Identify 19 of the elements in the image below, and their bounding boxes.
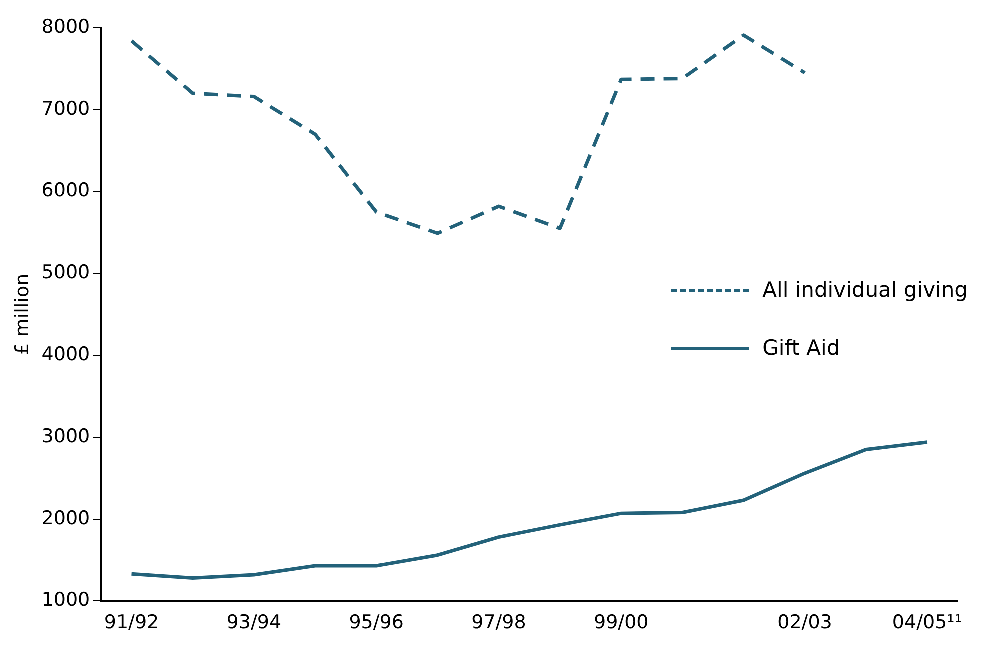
- y-tick-label: 7000: [42, 98, 90, 120]
- y-axis-title: £ million: [11, 274, 34, 356]
- y-tick-label: 5000: [42, 262, 90, 284]
- y-tick-label: 6000: [42, 180, 90, 202]
- x-tick-label: 97/98: [472, 612, 526, 634]
- y-tick-label: 2000: [42, 507, 90, 530]
- line-series: [130, 34, 807, 236]
- x-tick-label: 93/94: [226, 612, 282, 634]
- x-tick-label: 91/92: [104, 612, 160, 634]
- x-tick-label: 04/05¹¹: [892, 612, 962, 634]
- x-tick-label: 02/03: [778, 612, 832, 634]
- y-tick-label: 3000: [42, 425, 90, 448]
- y-tick-label: 4000: [42, 343, 90, 366]
- x-tick-label: 95/96: [349, 612, 404, 634]
- x-tick-label: 99/00: [594, 612, 649, 634]
- legend-label: All individual giving: [762, 278, 968, 302]
- y-tick-label: 8000: [42, 16, 90, 38]
- legend-label: Gift Aid: [762, 336, 840, 360]
- y-tick-label: 1000: [42, 589, 90, 612]
